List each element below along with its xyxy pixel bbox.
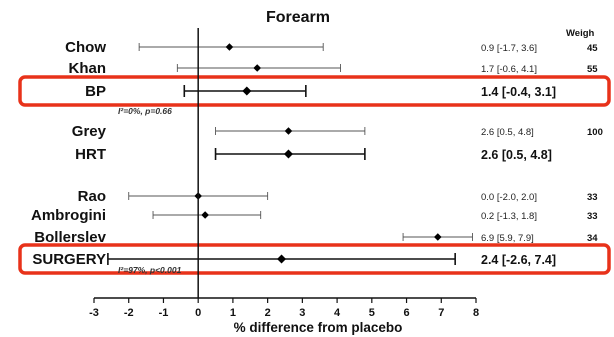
x-tick-label: -2 [124,307,134,319]
row-label-ambrogini: Ambrogini [31,207,106,224]
highlight-box-bp [18,75,611,107]
row-label-hrt: HRT [75,146,106,163]
estimate-point-hrt [283,149,293,159]
row-label-surgery: SURGERY [32,251,106,268]
estimate-point-surgery [277,254,287,264]
estimate-point-grey [284,127,293,135]
weight-grey: 100 [587,127,603,138]
ci-text-hrt: 2.6 [0.5, 4.8] [481,148,552,162]
estimate-point-bp [242,86,252,96]
heterogeneity-group-1: I²=0%, p=0.66 [118,106,172,116]
x-tick-label: 7 [438,307,444,319]
ci-text-rao: 0.0 [-2.0, 2.0] [481,192,537,203]
row-label-bollerslev: Bollerslev [34,229,106,246]
weight-ambrogini: 33 [587,211,598,222]
ci-text-khan: 1.7 [-0.6, 4.1] [481,64,537,75]
estimate-point-ambrogini [201,211,209,219]
row-label-khan: Khan [69,60,107,77]
x-tick-label: 0 [195,307,201,319]
ci-text-bp: 1.4 [-0.4, 3.1] [481,85,556,99]
estimate-point-bollerslev [434,233,442,241]
weight-rao: 33 [587,192,598,203]
ci-text-grey: 2.6 [0.5, 4.8] [481,127,534,138]
x-tick-label: 6 [403,307,409,319]
rows-layer: Chow 0.9 [-1.7, 3.6] 45 Khan 1.7 [-0.6, 4.1]… [18,39,611,275]
estimate-point-khan [253,64,262,72]
x-tick-label: 5 [369,307,375,319]
x-tick-label: -3 [89,307,99,319]
x-tick-label: 3 [299,307,305,319]
row-label-bp: BP [85,83,106,100]
x-tick-label: 8 [473,307,479,319]
ci-text-chow: 0.9 [-1.7, 3.6] [481,43,537,54]
chart-title: Forearm [266,9,330,26]
ci-text-ambrogini: 0.2 [-1.3, 1.8] [481,211,537,222]
estimate-point-chow [225,43,234,51]
heterogeneity-group-3: I²=97%, p<0.001 [118,265,182,275]
weight-header: Weigh [566,28,595,39]
weight-bollerslev: 34 [587,233,598,244]
row-label-chow: Chow [65,39,106,56]
x-tick-label: -1 [159,307,169,319]
ci-text-surgery: 2.4 [-2.6, 7.4] [481,253,556,267]
x-axis-label: % difference from placebo [234,320,403,335]
x-tick-label: 4 [334,307,341,319]
row-label-grey: Grey [72,123,107,140]
row-label-rao: Rao [78,188,106,205]
highlight-box-surgery [18,243,611,275]
weight-khan: 55 [587,64,598,75]
x-tick-label: 1 [230,307,236,319]
ci-text-bollerslev: 6.9 [5.9, 7.9] [481,233,534,244]
x-axis: -3 -2 -1 0 1 2 3 4 5 6 7 8 [89,297,479,319]
weight-chow: 45 [587,43,598,54]
x-tick-label: 2 [265,307,271,319]
